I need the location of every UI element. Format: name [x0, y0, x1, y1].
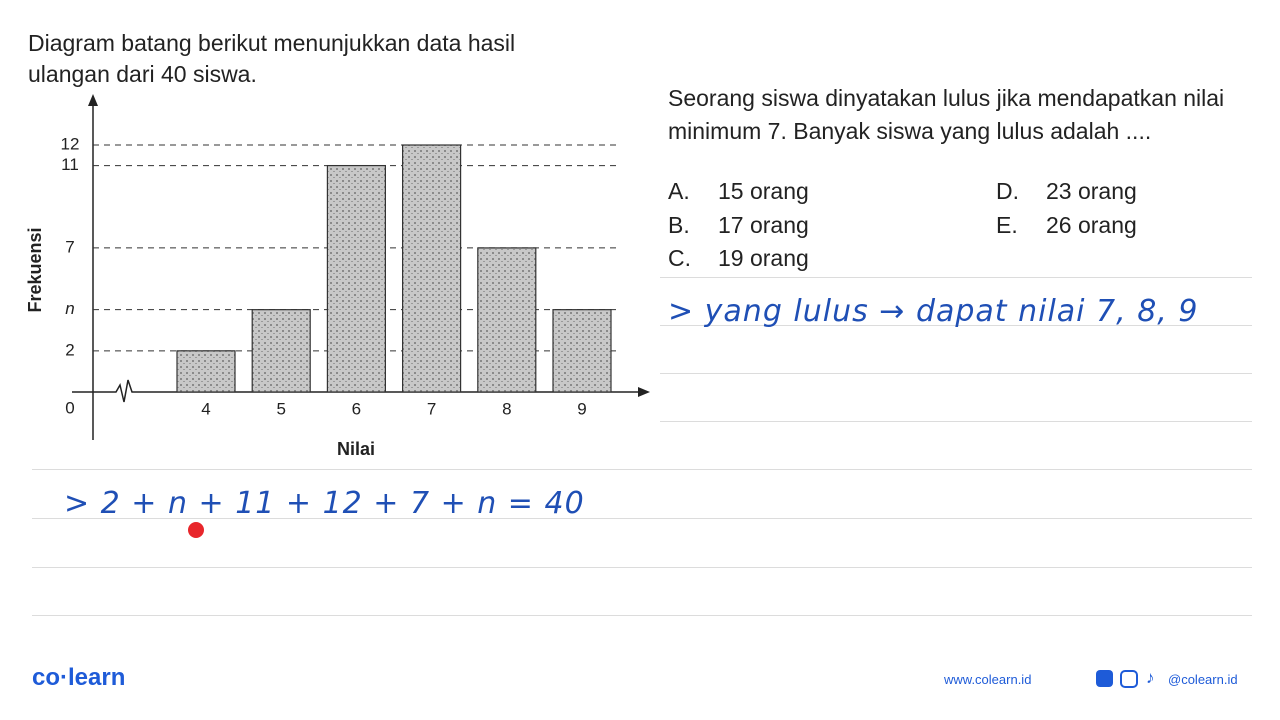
x-tick-label: 5	[276, 399, 285, 418]
y-tick-label: 7	[65, 237, 74, 256]
x-axis-title: Nilai	[337, 439, 375, 459]
chart: Nilai Frekuensi 0 2 n 7 11 12 4 5 6 7 8 9	[25, 94, 650, 459]
ruled-line	[32, 567, 1252, 568]
option: A. 15 orang	[668, 178, 809, 205]
bar	[251, 309, 311, 393]
option-letter: A.	[668, 178, 690, 204]
option-text: 17 orang	[718, 212, 809, 238]
option-letter: E.	[996, 212, 1018, 238]
y-tick-label: n	[65, 299, 74, 318]
y-axis-arrow	[88, 94, 98, 106]
ruled-line	[32, 469, 1252, 470]
brand-logo: co·learn	[32, 664, 126, 691]
x-tick-label: 9	[577, 399, 586, 418]
ruled-line	[660, 325, 1252, 326]
option-letter: C.	[668, 245, 691, 271]
social-handle: @colearn.id	[1168, 672, 1238, 687]
tiktok-icon: ♪	[1146, 668, 1155, 687]
bar	[176, 350, 236, 393]
option-text: 23 orang	[1046, 178, 1137, 204]
question-text: Seorang siswa dinyatakan lulus jika mend…	[668, 85, 1225, 144]
ruled-line	[660, 373, 1252, 374]
option: B. 17 orang	[668, 212, 809, 239]
option-letter: D.	[996, 178, 1019, 204]
x-axis	[72, 379, 640, 403]
option-letter: B.	[668, 212, 690, 238]
ruled-line	[32, 615, 1252, 616]
y-tick-label: 11	[61, 155, 79, 174]
x-tick-label: 8	[502, 399, 511, 418]
bar	[402, 144, 462, 393]
ruled-line	[660, 277, 1252, 278]
option-text: 15 orang	[718, 178, 809, 204]
option-text: 19 orang	[718, 245, 809, 271]
handwritten-note: > yang lulus → dapat nilai 7, 8, 9	[668, 294, 1199, 329]
y-tick-label: 2	[65, 340, 74, 359]
option: C. 19 orang	[668, 245, 809, 272]
ruled-line	[660, 421, 1252, 422]
x-tick-label: 4	[201, 399, 210, 418]
handwritten-note: > 2 + n + 11 + 12 + 7 + n = 40	[64, 486, 585, 521]
x-tick-label: 6	[352, 399, 361, 418]
ruled-line	[32, 518, 1252, 519]
bar	[477, 247, 537, 393]
option-text: 26 orang	[1046, 212, 1137, 238]
instagram-icon	[1120, 670, 1138, 688]
y-tick-label: 0	[65, 398, 74, 417]
facebook-icon	[1096, 670, 1113, 687]
website: www.colearn.id	[944, 672, 1032, 687]
intro-text: Diagram batang berikut menunjukkan data …	[28, 30, 516, 87]
y-tick-label: 12	[61, 134, 80, 153]
x-axis-arrow	[638, 387, 650, 397]
x-tick-label: 7	[427, 399, 436, 418]
y-axis-title: Frekuensi	[25, 227, 45, 312]
option: D. 23 orang	[996, 178, 1137, 205]
bar	[326, 164, 386, 393]
bar	[552, 309, 612, 393]
pointer-dot	[188, 522, 204, 538]
option: E. 26 orang	[996, 212, 1137, 239]
